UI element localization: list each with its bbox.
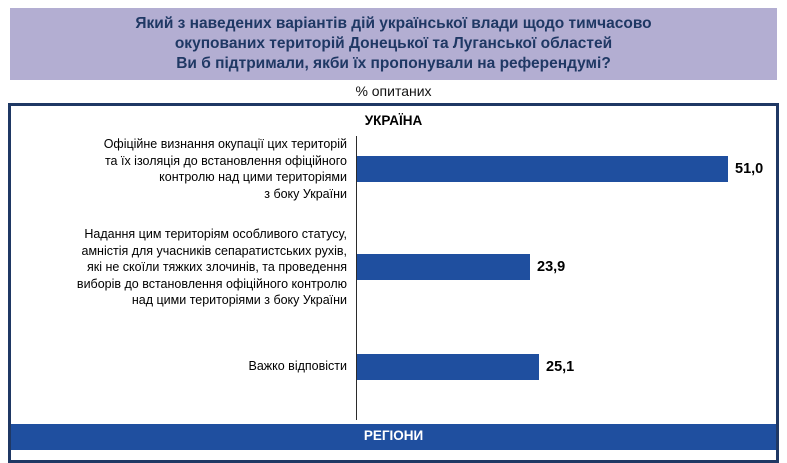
- title-line-2: окупованих територій Донецької та Луганс…: [174, 35, 613, 52]
- bar-label: Офіційне визнання окупації цих територій…: [103, 137, 347, 201]
- bar-track: 51,0: [356, 156, 776, 182]
- bar-value: 25,1: [546, 358, 575, 375]
- chart-subtitle: % опитаних: [355, 83, 432, 99]
- chart-title: Який з наведених варіантів дій українськ…: [10, 8, 777, 80]
- group-header-ukraine: УКРАЇНА: [364, 113, 423, 128]
- bar-track: 25,1: [356, 353, 776, 380]
- y-axis-line: [356, 136, 357, 420]
- bar-track: 23,9: [356, 254, 776, 281]
- bar-row: Важко відповісти 25,1: [11, 353, 776, 380]
- bar: [356, 254, 530, 281]
- title-line-3: Ви б підтримали, якби їх пропонували на …: [176, 55, 611, 72]
- title-line-1: Який з наведених варіантів дій українськ…: [135, 15, 652, 32]
- bar-row: Надання цим територіям особливого статус…: [11, 226, 776, 309]
- footer-band-regions: РЕГІОНИ: [11, 424, 776, 450]
- plot-area: Офіційне визнання окупації цих територій…: [11, 136, 776, 420]
- bar-value: 23,9: [537, 259, 566, 276]
- bar: [356, 353, 539, 380]
- bar: [356, 156, 728, 182]
- bar-label: Надання цим територіям особливого статус…: [76, 227, 347, 307]
- chart-panel: УКРАЇНА Офіційне визнання окупації цих т…: [8, 103, 779, 463]
- bar-value: 51,0: [735, 161, 764, 177]
- bar-label: Важко відповісти: [248, 359, 348, 374]
- bar-row: Офіційне визнання окупації цих територій…: [11, 136, 776, 202]
